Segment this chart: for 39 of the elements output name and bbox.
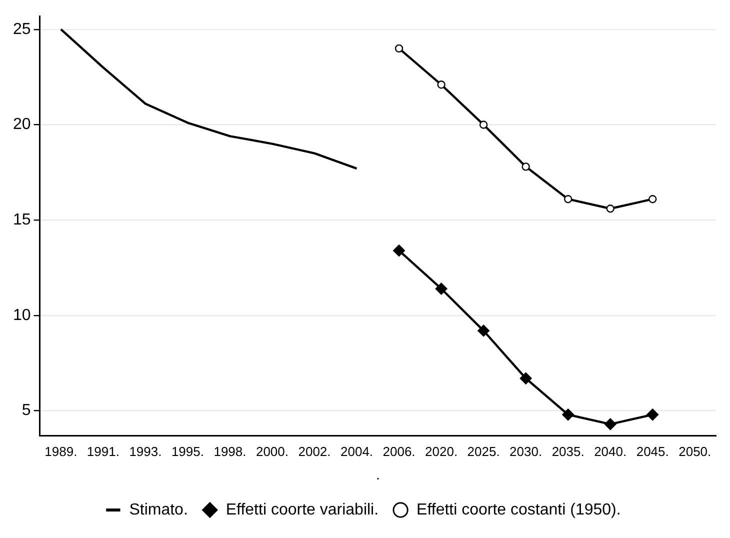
point	[394, 44, 404, 53]
x-tick-label: 1998.	[214, 444, 246, 459]
x-tick-label: 2030.	[510, 444, 542, 459]
x-tick-label: 1993.	[129, 444, 162, 459]
point	[522, 162, 530, 171]
y-tick-label: 20	[13, 116, 31, 134]
y-tick-label: 10	[13, 306, 31, 324]
x-tick-label: 2002.	[298, 444, 331, 459]
point	[606, 204, 614, 213]
point	[648, 195, 657, 204]
point	[479, 120, 488, 129]
legend-label: Effetti coorte costanti (1950).	[416, 501, 621, 518]
y-tick-label: 5	[22, 402, 31, 420]
x-tick-label: 2006.	[382, 444, 416, 459]
point	[435, 282, 448, 295]
x-tick-label: 2004.	[340, 444, 374, 459]
x-tick-label: 1989.	[44, 444, 78, 459]
point	[604, 418, 616, 430]
y-tick-label: 15	[13, 211, 31, 228]
point	[564, 195, 572, 204]
x-axis-title: .	[376, 466, 380, 482]
x-tick-label: 2000.	[256, 444, 289, 459]
x-tick-label: 2050.	[678, 444, 712, 459]
point	[562, 408, 574, 421]
x-tick-label: 2035.	[552, 444, 584, 459]
y-tick-label: 25	[13, 20, 31, 38]
x-tick-label: 2020.	[425, 444, 458, 459]
point	[437, 80, 446, 89]
point	[393, 244, 406, 257]
x-tick-label: 2025.	[467, 444, 500, 459]
x-tick-label: 1995.	[171, 444, 204, 459]
point	[520, 372, 532, 384]
legend-label: Stimato.	[129, 501, 188, 518]
x-tick-label: 2040.	[594, 444, 627, 459]
point	[478, 324, 490, 337]
x-tick-label: 2045.	[636, 444, 669, 459]
x-tick-label: 1991.	[86, 444, 120, 459]
point	[646, 408, 659, 421]
legend-label: Effetti coorte variabili.	[226, 501, 379, 518]
